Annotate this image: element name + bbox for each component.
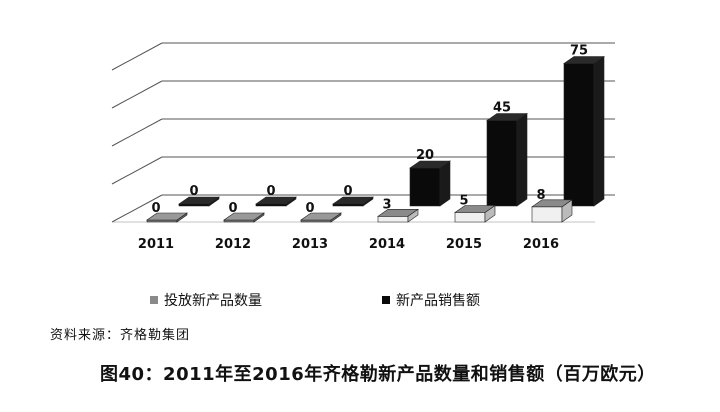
data-label-count-2015: 5 <box>459 194 468 209</box>
data-label-sales-2016: 75 <box>570 44 588 59</box>
grid-line-side-3 <box>111 80 163 109</box>
legend-item-series-0: 投放新产品数量 <box>150 290 262 310</box>
data-label-count-2014: 3 <box>382 197 391 212</box>
x-tick-label-2012: 2012 <box>215 237 251 252</box>
x-tick-label-2011: 2011 <box>138 237 174 252</box>
x-tick-label-2013: 2013 <box>292 237 328 252</box>
legend-swatch-series-0 <box>150 296 158 304</box>
data-label-sales-2015: 45 <box>493 101 511 116</box>
bar-sales-2012-top <box>255 196 297 205</box>
legend-label-series-0: 投放新产品数量 <box>164 293 262 309</box>
bar-sales-2016-top <box>563 56 605 64</box>
bar-count-2013-top <box>300 212 342 221</box>
bar-count-2015-front <box>454 212 486 223</box>
data-label-sales-2013: 0 <box>343 184 352 199</box>
source-note: 资料来源：齐格勒集团 <box>50 328 191 343</box>
bar-count-2014-top <box>377 209 419 217</box>
data-label-count-2012: 0 <box>228 201 237 216</box>
x-tick-label-2014: 2014 <box>369 237 405 252</box>
data-label-count-2016: 8 <box>536 188 545 203</box>
data-label-sales-2012: 0 <box>266 184 275 199</box>
bar-sales-2014-front <box>409 167 441 207</box>
legend-swatch-series-1 <box>382 296 390 304</box>
bar-sales-2015-side <box>516 112 528 207</box>
bar-count-2011-top <box>146 212 188 221</box>
data-label-sales-2014: 20 <box>416 148 434 163</box>
bar-count-2012-top <box>223 212 265 221</box>
data-label-count-2011: 0 <box>151 201 160 216</box>
grid-line-side-1 <box>111 156 163 185</box>
grid-line-side-4 <box>111 42 163 71</box>
bar-sales-2016-front <box>563 63 595 207</box>
bar-sales-2013-top <box>332 196 374 205</box>
figure-caption: 图40：2011年至2016年齐格勒新产品数量和销售额（百万欧元） <box>100 364 656 385</box>
bar-count-2016-top <box>531 199 573 208</box>
data-label-sales-2011: 0 <box>189 184 198 199</box>
grid-line-side-2 <box>111 118 163 147</box>
bar-sales-2014-side <box>439 160 451 207</box>
legend-label-series-1: 新产品销售额 <box>396 293 480 309</box>
bar-count-2016-front <box>531 206 563 223</box>
bar-chart-3d: 0 0 2011 0 0 2012 0 0 2013 20 3 2014 45 5 2015 75 8 2016 <box>111 42 615 252</box>
bar-count-2015-top <box>454 205 496 213</box>
x-tick-label-2015: 2015 <box>446 237 482 252</box>
legend: 投放新产品数量 新产品销售额 <box>150 290 670 310</box>
bar-sales-2016-side <box>593 55 605 207</box>
x-tick-label-2016: 2016 <box>523 237 559 252</box>
bar-sales-2014-top <box>409 160 451 169</box>
data-label-count-2013: 0 <box>305 201 314 216</box>
bar-sales-2015-front <box>486 120 518 207</box>
bar-sales-2011-top <box>178 196 220 205</box>
bar-sales-2015-top <box>486 113 528 121</box>
legend-item-series-1: 新产品销售额 <box>382 290 480 310</box>
bar-count-2014-front <box>377 216 409 223</box>
grid-line-side-0 <box>111 194 163 223</box>
